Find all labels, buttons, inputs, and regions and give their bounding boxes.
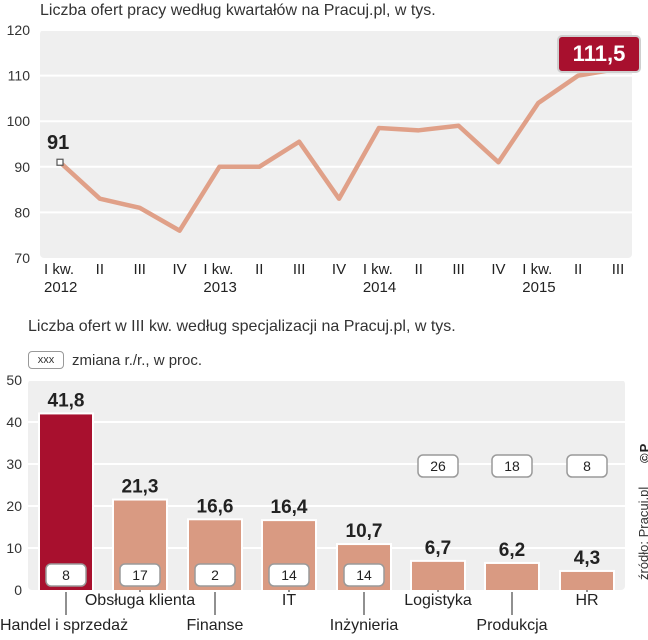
yoy-change-box (417, 454, 459, 478)
bar-value-label: 10,7 (346, 521, 383, 542)
yoy-change-value: 26 (430, 458, 446, 474)
bar-value-label: 4,3 (574, 548, 600, 569)
yoy-change-value: 2 (211, 567, 219, 583)
year-label: 2013 (203, 279, 236, 296)
category-label: IT (282, 592, 296, 609)
legend-label: zmiana r./r., w proc. (72, 351, 203, 369)
x-tick-label: III (133, 261, 146, 278)
category-label: Handel i sprzedaż (0, 617, 128, 634)
x-tick-label: I kw. (203, 261, 233, 278)
bar-value-label: 6,7 (425, 538, 451, 559)
category-label: Logistyka (404, 592, 472, 609)
legend-swatch: xxx (28, 351, 64, 369)
marker-start (56, 158, 64, 166)
x-tick-label: IV (172, 261, 186, 278)
yoy-change-box (343, 563, 385, 587)
legend: xxx zmiana r./r., w proc. (28, 350, 202, 370)
line-chart-title: Liczba ofert pracy według kwartałów na P… (40, 2, 436, 19)
y-tick-label: 0 (14, 582, 22, 598)
annotation-start: 91 (47, 132, 69, 154)
x-tick-label: IV (491, 261, 505, 278)
plot-area (28, 380, 625, 590)
bar-value-label: 16,6 (197, 496, 234, 517)
yoy-change-value: 8 (583, 458, 591, 474)
x-tick-label: III (452, 261, 465, 278)
yoy-change-value: 14 (281, 567, 297, 583)
yoy-change-box (566, 454, 608, 478)
x-tick-label: II (574, 261, 582, 278)
series-line (57, 66, 621, 233)
plot-area (40, 30, 632, 258)
yoy-change-box (45, 563, 87, 587)
y-tick-label: 20 (6, 498, 22, 514)
yoy-change-value: 8 (62, 567, 70, 583)
y-tick-label: 100 (7, 113, 31, 129)
year-label: 2012 (44, 279, 77, 296)
yoy-change-box (119, 563, 161, 587)
publisher-logo: ©P (637, 442, 648, 463)
x-tick-label: III (293, 261, 306, 278)
x-tick-label: II (255, 261, 263, 278)
category-label: HR (575, 592, 598, 609)
yoy-change-box (194, 563, 236, 587)
x-tick-label: II (415, 261, 423, 278)
yoy-change-box (491, 454, 533, 478)
yoy-change-value: 18 (504, 458, 520, 474)
y-tick-label: 50 (6, 372, 22, 388)
category-label: Produkcja (476, 617, 547, 634)
year-label: 2015 (522, 279, 555, 296)
bar (486, 563, 538, 590)
source-credit: źródło: Pracuj.pl (636, 486, 648, 580)
bar-value-label: 6,2 (499, 540, 525, 561)
annotation-end-box (557, 35, 641, 73)
x-tick-label: IV (332, 261, 346, 278)
bar-value-label: 21,3 (122, 477, 159, 498)
bar-chart-title: Liczba ofert w III kw. według specjaliza… (28, 318, 456, 335)
x-tick-label: II (96, 261, 104, 278)
y-tick-label: 80 (14, 204, 30, 220)
annotation-end: 111,5 (573, 41, 626, 66)
x-tick-label: I kw. (363, 261, 393, 278)
category-label: Finanse (187, 617, 244, 634)
x-tick-label: I kw. (44, 261, 74, 278)
y-tick-label: 90 (14, 159, 30, 175)
bar (40, 414, 92, 590)
category-label: Obsługa klienta (85, 592, 195, 609)
y-tick-label: 10 (6, 540, 22, 556)
category-label: Inżynieria (330, 617, 399, 634)
y-tick-label: 120 (7, 22, 31, 38)
y-tick-label: 70 (14, 250, 30, 266)
yoy-change-box (268, 563, 310, 587)
bar-value-label: 16,4 (271, 497, 308, 518)
y-tick-label: 40 (6, 414, 22, 430)
bar-value-label: 41,8 (48, 390, 85, 411)
bar (561, 571, 613, 590)
bar (412, 561, 464, 590)
yoy-change-value: 14 (356, 567, 372, 583)
y-tick-label: 30 (6, 456, 22, 472)
y-tick-label: 110 (8, 68, 31, 84)
year-label: 2014 (363, 279, 396, 296)
x-tick-label: I kw. (522, 261, 552, 278)
yoy-change-value: 17 (132, 567, 148, 583)
x-tick-label: III (612, 261, 625, 278)
